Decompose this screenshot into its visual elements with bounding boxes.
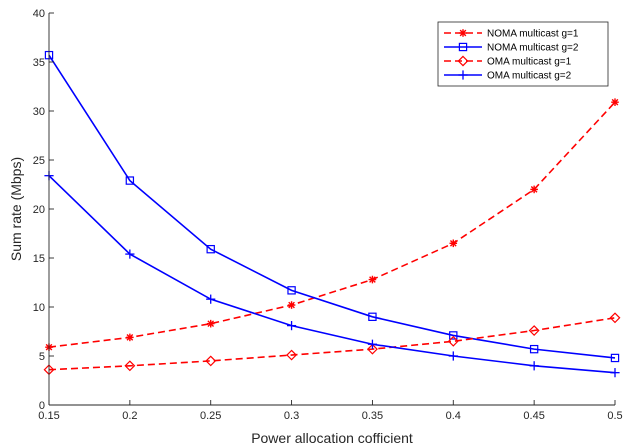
data-point-s3-p2 bbox=[124, 360, 136, 372]
data-point-s1-p2 bbox=[126, 333, 134, 342]
x-tick-label-1: 0.15 bbox=[38, 410, 59, 422]
data-point-s3-p8 bbox=[609, 312, 621, 324]
y-tick-label-1: 0 bbox=[39, 400, 45, 412]
series-line-4 bbox=[48, 175, 616, 374]
y-tick-label-6: 25 bbox=[33, 155, 45, 167]
data-point-s3-p6 bbox=[447, 335, 459, 347]
y-tick-label-9: 40 bbox=[33, 8, 45, 20]
data-point-s1-p7 bbox=[530, 185, 538, 194]
legend-marker-1 bbox=[459, 29, 467, 37]
x-tick-label-5: 0.35 bbox=[362, 410, 383, 422]
ticks-layer: 0.15 0.2 0.25 0.3 0.35 0.4 0.45 0.5 0 5 10 15 20 25 30… bbox=[33, 8, 623, 422]
legend-entry-3: OMA multicast g=1 bbox=[444, 55, 572, 68]
y-axis-title: Sum rate (Mbps) bbox=[8, 157, 24, 261]
data-point-s2-p7 bbox=[529, 344, 539, 354]
series-line-3 bbox=[48, 316, 616, 371]
legend-label-1: NOMA multicast g=1 bbox=[487, 29, 579, 40]
data-point-s1-p5 bbox=[368, 275, 377, 284]
x-axis-title: Power allocation cofficient bbox=[251, 430, 413, 446]
data-point-s4-p8 bbox=[610, 368, 620, 378]
series-line-2 bbox=[48, 54, 616, 359]
x-tick-label-6: 0.4 bbox=[446, 410, 461, 422]
series-4 bbox=[44, 171, 620, 378]
legend-marker-2 bbox=[458, 42, 468, 52]
legend-label-2: NOMA multicast g=2 bbox=[487, 43, 579, 54]
y-tick-label-7: 30 bbox=[33, 106, 45, 118]
legend-entry-4: OMA multicast g=2 bbox=[444, 70, 572, 82]
data-point-s4-p5 bbox=[367, 339, 378, 349]
data-point-s3-p4 bbox=[286, 349, 298, 361]
y-tick-label-8: 35 bbox=[33, 57, 45, 69]
series-3 bbox=[43, 312, 621, 376]
data-point-s1-p4 bbox=[287, 301, 296, 309]
legend-marker-3 bbox=[457, 55, 469, 67]
legend-items: NOMA multicast g=1 NOMA multicast g=2 OMA … bbox=[444, 29, 579, 82]
data-point-s2-p5 bbox=[368, 312, 377, 322]
data-point-s2-p2 bbox=[125, 176, 135, 185]
legend-entry-1: NOMA multicast g=1 bbox=[444, 29, 579, 40]
x-tick-label-7: 0.45 bbox=[523, 410, 544, 422]
data-point-s2-p4 bbox=[287, 286, 296, 295]
data-point-s1-p8 bbox=[611, 98, 619, 106]
data-point-s4-p4 bbox=[286, 321, 297, 331]
y-tick-label-5: 20 bbox=[33, 204, 45, 216]
legend-label-4: OMA multicast g=2 bbox=[487, 71, 572, 82]
series-layer bbox=[43, 50, 621, 378]
data-point-s3-p5 bbox=[366, 343, 378, 355]
x-tick-label-4: 0.3 bbox=[284, 410, 299, 422]
data-point-s3-p7 bbox=[528, 325, 540, 336]
x-tick-label-8: 0.5 bbox=[607, 410, 622, 422]
data-point-s3-p3 bbox=[205, 355, 217, 367]
y-tick-label-2: 5 bbox=[39, 351, 45, 363]
legend-label-3: OMA multicast g=1 bbox=[487, 57, 572, 68]
x-tick-label-2: 0.2 bbox=[122, 410, 137, 422]
data-point-s4-p3 bbox=[206, 294, 216, 304]
x-tick-label-3: 0.25 bbox=[200, 410, 221, 422]
y-tick-label-3: 10 bbox=[33, 302, 45, 314]
y-tick-label-4: 15 bbox=[33, 253, 45, 265]
data-point-s4-p2 bbox=[125, 249, 135, 259]
data-point-s1-p3 bbox=[206, 319, 215, 328]
series-line-1 bbox=[48, 101, 616, 348]
data-point-s4-p7 bbox=[529, 361, 539, 371]
data-point-s1-p6 bbox=[449, 239, 458, 248]
data-point-s4-p6 bbox=[448, 351, 458, 361]
data-point-s2-p6 bbox=[449, 331, 458, 340]
legend-marker-4 bbox=[458, 70, 468, 80]
data-point-s2-p8 bbox=[610, 353, 620, 363]
legend-entry-2: NOMA multicast g=2 bbox=[444, 43, 579, 54]
legend: NOMA multicast g=1 NOMA multicast g=2 OMA … bbox=[437, 21, 609, 87]
data-point-s2-p3 bbox=[206, 244, 215, 254]
